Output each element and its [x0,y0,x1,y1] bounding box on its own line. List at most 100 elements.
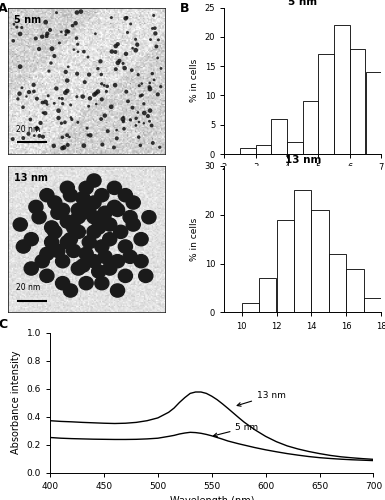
Point [98,115,104,123]
Point [19,84,25,92]
Point [98,70,104,78]
Point [99,96,105,104]
Point [127,116,134,124]
Bar [364,298,381,312]
Circle shape [134,232,148,246]
Point [86,70,92,78]
Point [17,62,23,70]
Circle shape [35,254,49,268]
Point [58,28,64,36]
Point [92,30,99,38]
Point [51,100,57,108]
Point [124,28,131,36]
Point [146,118,152,126]
Point [152,24,158,32]
Point [40,98,46,106]
Point [102,112,108,120]
Circle shape [64,284,77,297]
Point [34,94,40,102]
Point [62,88,69,96]
Point [63,30,69,38]
Point [155,36,161,44]
Point [65,63,71,71]
Circle shape [82,200,96,213]
Point [37,132,43,140]
Point [122,64,128,72]
Bar [277,220,294,312]
Point [105,127,111,135]
Point [152,30,159,38]
Point [87,132,94,140]
Circle shape [95,240,109,253]
Text: 20 nm: 20 nm [15,283,40,292]
Point [27,116,33,124]
Point [59,134,65,141]
Circle shape [139,269,153,282]
Point [115,59,121,67]
Circle shape [29,200,43,213]
Point [42,109,48,117]
Point [91,90,97,98]
Point [137,142,144,150]
Point [42,98,49,106]
Circle shape [76,206,90,220]
Circle shape [95,276,109,290]
Point [145,112,151,120]
Point [121,124,127,132]
Bar [346,268,363,312]
Point [37,119,44,127]
Point [141,100,147,108]
Circle shape [87,210,101,224]
Point [120,60,126,68]
Point [64,76,70,84]
Point [65,28,71,36]
Point [101,82,107,90]
Bar [271,119,287,154]
Point [84,124,90,132]
Point [147,85,153,93]
Point [135,108,141,116]
Point [120,115,126,123]
Point [44,30,50,38]
Text: C: C [0,318,7,332]
Point [139,80,145,88]
Point [55,106,62,114]
Point [59,94,65,102]
Point [19,24,25,32]
Point [147,36,154,44]
Point [135,70,141,78]
Point [59,120,65,128]
Bar [294,190,311,312]
Bar [259,278,276,312]
Point [66,133,72,141]
Point [64,28,70,36]
Point [153,42,159,50]
Y-axis label: Absorbance intensity: Absorbance intensity [11,351,21,454]
Circle shape [107,182,121,194]
Point [122,14,129,22]
Point [124,14,130,22]
Point [85,102,92,110]
Circle shape [55,204,70,216]
Title: 13 nm: 13 nm [285,155,321,165]
Point [97,58,104,66]
Circle shape [60,215,74,228]
Circle shape [107,200,121,213]
Point [34,124,40,132]
Point [129,44,136,52]
Point [31,88,37,96]
Point [48,59,54,67]
Point [64,87,70,95]
Circle shape [126,196,140,209]
Point [34,125,40,133]
Circle shape [92,265,106,278]
Circle shape [110,204,125,216]
Circle shape [103,218,117,231]
Point [26,88,32,96]
Circle shape [55,254,70,268]
Circle shape [126,218,140,231]
Point [85,131,91,139]
Circle shape [118,269,132,282]
Circle shape [87,174,101,187]
Point [157,82,164,90]
